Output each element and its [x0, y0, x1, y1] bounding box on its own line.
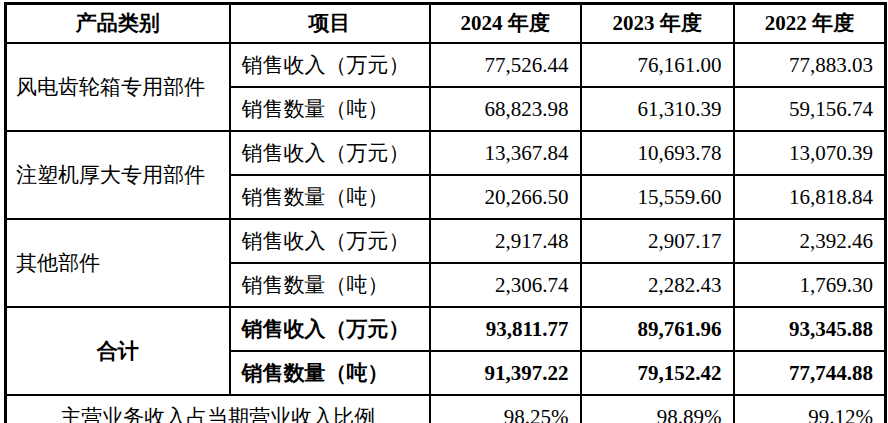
- value-cell: 93,811.77: [430, 307, 581, 351]
- value-cell: 77,744.88: [734, 351, 886, 395]
- col-header-year-2022: 2022 年度: [734, 4, 886, 44]
- value-cell: 2,907.17: [581, 219, 734, 263]
- value-cell: 77,883.03: [734, 43, 886, 87]
- value-cell: 68,823.98: [430, 87, 581, 131]
- main-business-revenue-table: 产品类别 项目 2024 年度 2023 年度 2022 年度 风电齿轮箱专用部…: [4, 2, 887, 423]
- item-cell: 销售收入（万元）: [230, 43, 430, 87]
- value-cell: 1,769.30: [734, 263, 886, 307]
- value-cell: 91,397.22: [430, 351, 581, 395]
- value-cell: 89,761.96: [581, 307, 734, 351]
- ratio-value-cell: 98.89%: [581, 395, 734, 423]
- item-cell: 销售数量（吨）: [230, 175, 430, 219]
- value-cell: 13,367.84: [430, 131, 581, 175]
- col-header-product-category: 产品类别: [6, 4, 230, 44]
- value-cell: 16,818.84: [734, 175, 886, 219]
- value-cell: 13,070.39: [734, 131, 886, 175]
- ratio-label-cell: 主营业务收入占当期营业收入比例: [6, 395, 430, 423]
- ratio-value-cell: 98.25%: [430, 395, 581, 423]
- col-header-item: 项目: [230, 4, 430, 44]
- category-cell-total: 合计: [6, 307, 230, 395]
- value-cell: 77,526.44: [430, 43, 581, 87]
- table-row: 风电齿轮箱专用部件 销售收入（万元） 77,526.44 76,161.00 7…: [6, 43, 886, 87]
- value-cell: 76,161.00: [581, 43, 734, 87]
- item-cell: 销售收入（万元）: [230, 131, 430, 175]
- col-header-year-2024: 2024 年度: [430, 4, 581, 44]
- document-page: 产品类别 项目 2024 年度 2023 年度 2022 年度 风电齿轮箱专用部…: [0, 0, 888, 423]
- value-cell: 61,310.39: [581, 87, 734, 131]
- category-cell-injection-molding: 注塑机厚大专用部件: [6, 131, 230, 219]
- value-cell: 59,156.74: [734, 87, 886, 131]
- item-cell: 销售数量（吨）: [230, 351, 430, 395]
- value-cell: 10,693.78: [581, 131, 734, 175]
- ratio-value-cell: 99.12%: [734, 395, 886, 423]
- value-cell: 79,152.42: [581, 351, 734, 395]
- item-cell: 销售收入（万元）: [230, 307, 430, 351]
- value-cell: 2,392.46: [734, 219, 886, 263]
- category-cell-wind-gearbox: 风电齿轮箱专用部件: [6, 43, 230, 131]
- value-cell: 2,917.48: [430, 219, 581, 263]
- category-cell-other-parts: 其他部件: [6, 219, 230, 307]
- table-row: 其他部件 销售收入（万元） 2,917.48 2,907.17 2,392.46: [6, 219, 886, 263]
- table-row-total: 合计 销售收入（万元） 93,811.77 89,761.96 93,345.8…: [6, 307, 886, 351]
- value-cell: 2,306.74: [430, 263, 581, 307]
- value-cell: 15,559.60: [581, 175, 734, 219]
- item-cell: 销售数量（吨）: [230, 263, 430, 307]
- col-header-year-2023: 2023 年度: [581, 4, 734, 44]
- item-cell: 销售数量（吨）: [230, 87, 430, 131]
- value-cell: 93,345.88: [734, 307, 886, 351]
- item-cell: 销售收入（万元）: [230, 219, 430, 263]
- value-cell: 20,266.50: [430, 175, 581, 219]
- table-row-ratio: 主营业务收入占当期营业收入比例 98.25% 98.89% 99.12%: [6, 395, 886, 423]
- header-row: 产品类别 项目 2024 年度 2023 年度 2022 年度: [6, 4, 886, 44]
- table-row: 注塑机厚大专用部件 销售收入（万元） 13,367.84 10,693.78 1…: [6, 131, 886, 175]
- value-cell: 2,282.43: [581, 263, 734, 307]
